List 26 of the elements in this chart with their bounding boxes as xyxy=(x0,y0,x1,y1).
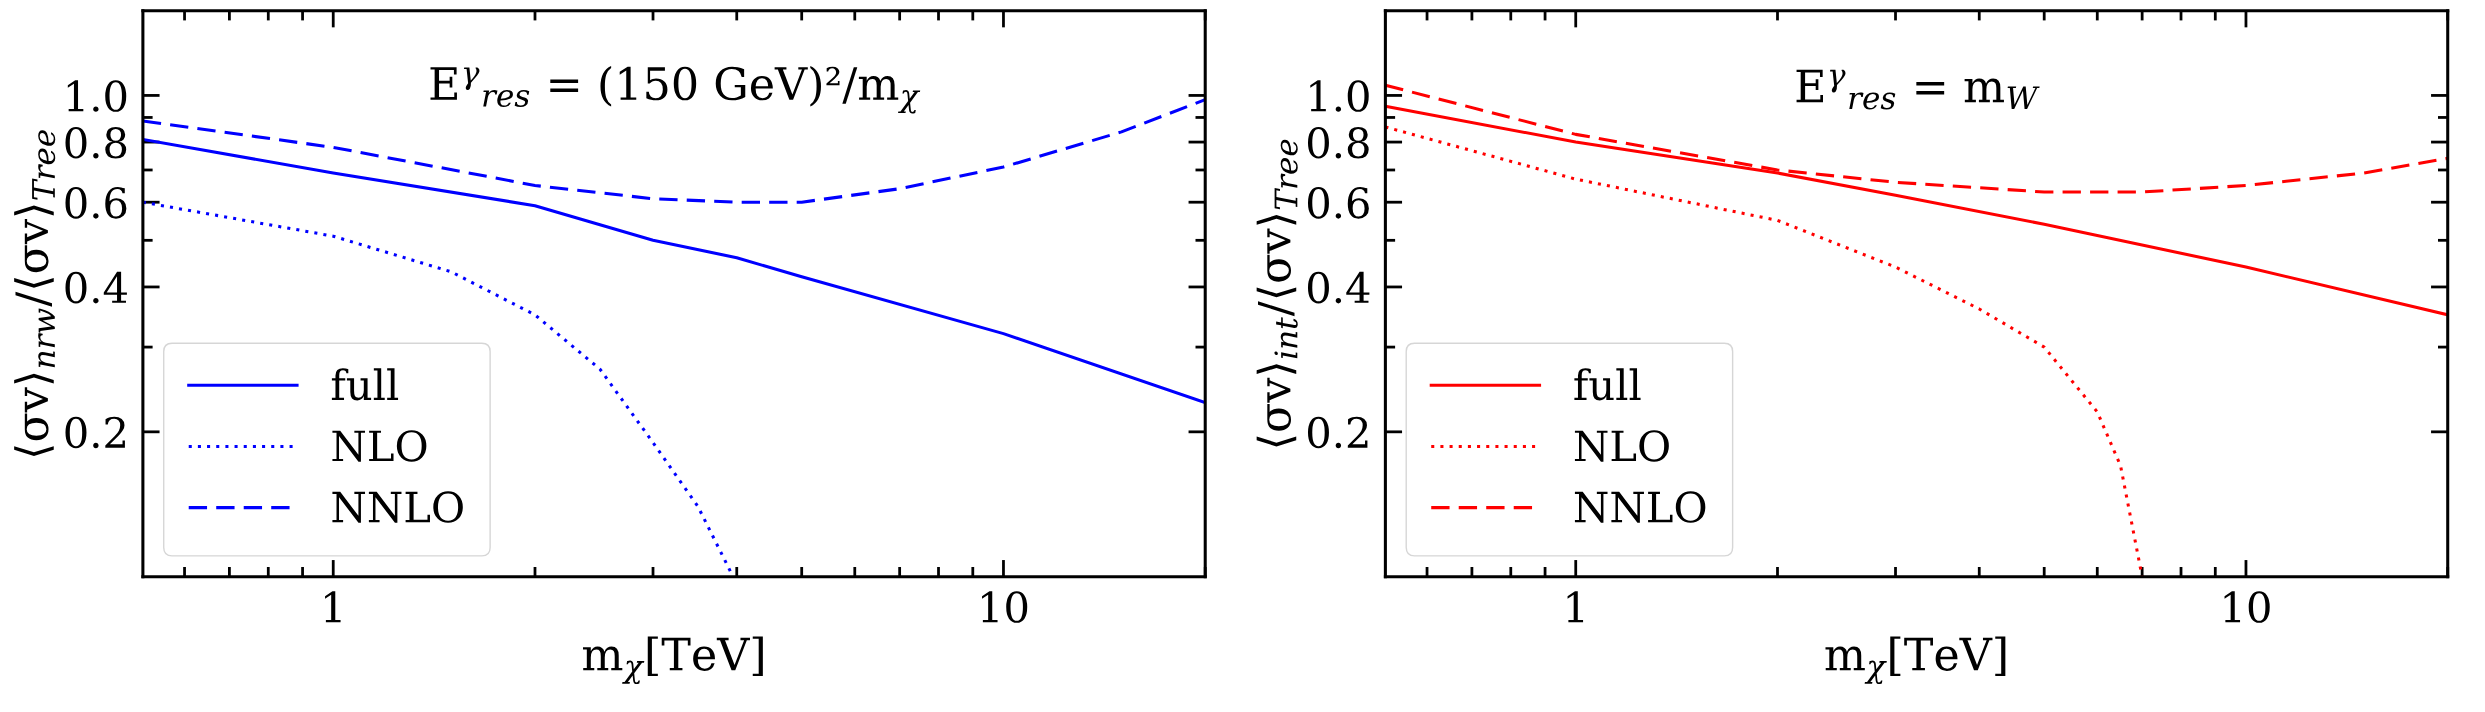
y-tick-label: 0.6 xyxy=(1307,187,1369,219)
y-axis-title: ⟨σv⟩$_{int}$/⟨σv⟩$_{Tree}$ xyxy=(1256,139,1298,447)
legend-label: full xyxy=(331,368,399,401)
x-tick-label: 1 xyxy=(325,591,341,623)
legend-label: NLO xyxy=(332,430,427,462)
y-axis-title: ⟨σv⟩$_{nrw}$/⟨σv⟩$_{Tree}$ xyxy=(14,130,56,456)
x-axis-title: m$_{χ}$[TeV] xyxy=(1825,636,2006,685)
x-tick-label: 10 xyxy=(2224,591,2270,623)
y-tick-label: 0.2 xyxy=(65,416,125,449)
y-tick-label: 0.4 xyxy=(1307,271,1370,304)
y-tick-label: 1.0 xyxy=(67,80,127,112)
x-tick-label: 1 xyxy=(1567,591,1584,623)
y-tick-label: 0.6 xyxy=(65,187,127,219)
y-tick-label: 0.8 xyxy=(65,126,127,159)
annotation: E$^{γ}$$_{res}$ = m$_{W}$ xyxy=(1796,69,2040,110)
legend-label: full xyxy=(1574,368,1641,401)
legend-label: NLO xyxy=(1574,430,1669,462)
x-tick-label: 10 xyxy=(982,591,1028,623)
x-axis-title: m$_{χ}$[TeV] xyxy=(582,636,763,685)
legend-label: NNLO xyxy=(332,491,463,523)
annotation: E$^{γ}$$_{res}$ = (150 GeV)²/m$_{χ}$ xyxy=(430,65,921,114)
legend-label: NNLO xyxy=(1574,491,1706,523)
y-tick-label: 0.8 xyxy=(1307,126,1369,159)
y-tick-label: 1.0 xyxy=(1310,80,1369,112)
y-tick-label: 0.2 xyxy=(1307,416,1368,449)
y-tick-label: 0.4 xyxy=(65,271,127,304)
